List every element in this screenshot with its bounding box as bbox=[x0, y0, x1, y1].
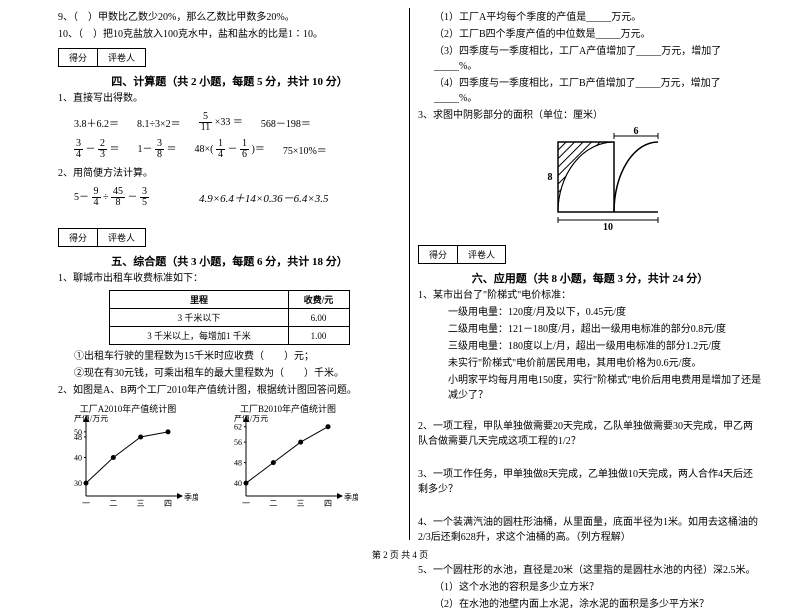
eq-1a: 3.8＋6.2＝ bbox=[74, 115, 119, 130]
sec5-q3: 3、求图中阴影部分的面积（单位：厘米） bbox=[418, 108, 762, 123]
q6-1: 1、某市出台了"阶梯式"电价标准： bbox=[418, 288, 762, 303]
right-column: （1）工厂A平均每个季度的产值是_____万元。 （2）工厂B四个季度产值的中位… bbox=[410, 8, 770, 540]
section-5-title: 五、综合题（共 3 小题，每题 6 分，共计 18 分） bbox=[58, 253, 401, 269]
score-box-5: 得分 评卷人 bbox=[58, 228, 146, 247]
svg-text:产值/万元: 产值/万元 bbox=[74, 415, 108, 423]
sec5-q2: 2、如图是A、B两个工厂2010年产值统计图，根据统计图回答问题。 bbox=[58, 383, 401, 398]
score-label: 得分 bbox=[59, 229, 98, 246]
score-box-6: 得分 评卷人 bbox=[418, 245, 506, 264]
taxi-r1b: 6.00 bbox=[288, 309, 349, 327]
chart-a-title: 工厂A2010年产值统计图 bbox=[58, 402, 198, 415]
svg-text:10: 10 bbox=[603, 222, 613, 233]
eq-3b: 4.9×6.4＋14×0.36－6.4×3.5 bbox=[199, 190, 329, 206]
left-column: 9、（ ）甲数比乙数少20%，那么乙数比甲数多20%。 10、（ ）把10克盐放… bbox=[50, 8, 410, 540]
eq-2a: 34 － 23 ＝ bbox=[74, 139, 120, 160]
taxi-h1: 里程 bbox=[110, 291, 288, 309]
sec4-q1: 1、直接写出得数。 bbox=[58, 91, 401, 106]
svg-text:二: 二 bbox=[269, 499, 277, 508]
r-q2-3: （3）四季度与一季度相比，工厂A产值增加了_____万元，增加了_____%。 bbox=[418, 44, 762, 74]
q6-5a: （1）这个水池的容积是多少立方米？ bbox=[418, 580, 762, 595]
eq-1b: 8.1÷3×2＝ bbox=[137, 115, 181, 130]
eq-3a: 5－ 94 ÷ 458 － 35 bbox=[74, 187, 149, 208]
calc-row-3: 5－ 94 ÷ 458 － 35 4.9×6.4＋14×0.36－6.4×3.5 bbox=[74, 187, 401, 208]
eq-2c: 48×( 14 － 16 )＝ bbox=[195, 139, 265, 160]
svg-text:48: 48 bbox=[234, 459, 242, 468]
taxi-q1: ①出租车行驶的里程数为15千米时应收费（ ）元； bbox=[58, 349, 401, 364]
q6-1e: 小明家平均每月用电150度，实行"阶梯式"电价后用电费用是增加了还是减少了？ bbox=[418, 373, 762, 403]
svg-text:6: 6 bbox=[634, 127, 639, 137]
grader-label: 评卷人 bbox=[98, 229, 145, 246]
calc-row-2: 34 － 23 ＝ 1－ 38 ＝ 48×( 14 － 16 )＝ 75×10%… bbox=[74, 139, 401, 160]
eq-1c: 511 ×33 ＝ bbox=[199, 112, 243, 133]
shade-figure: 6 8 10 bbox=[538, 127, 738, 237]
taxi-h2: 收费/元 bbox=[288, 291, 349, 309]
svg-text:三: 三 bbox=[297, 499, 305, 508]
taxi-r2b: 1.00 bbox=[288, 327, 349, 345]
svg-text:产值/万元: 产值/万元 bbox=[234, 415, 268, 423]
sec5-q1: 1、聊城市出租车收费标准如下： bbox=[58, 271, 401, 286]
svg-text:季度: 季度 bbox=[184, 492, 198, 502]
page-footer: 第 2 页 共 4 页 bbox=[0, 548, 800, 561]
eq-2d: 75×10%＝ bbox=[283, 142, 327, 157]
score-label: 得分 bbox=[419, 246, 458, 263]
svg-text:8: 8 bbox=[548, 172, 553, 183]
chart-b-svg: 40 48 56 62 一 二 三 四 产值/万元季度 bbox=[218, 415, 358, 510]
taxi-r1a: 3 千米以下 bbox=[110, 309, 288, 327]
q6-1c: 三级用电量：180度以上/月，超出一级用电标准的部分1.2元/度 bbox=[418, 339, 762, 354]
svg-text:四: 四 bbox=[324, 499, 332, 508]
svg-text:一: 一 bbox=[82, 499, 90, 508]
q6-5: 5、一个圆柱形的水池，直径是20米（这里指的是圆柱水池的内径）深2.5米。 bbox=[418, 563, 762, 578]
chart-b: 工厂B2010年产值统计图 40 48 56 62 一 二 三 四 产值/万元季度 bbox=[218, 402, 358, 510]
svg-text:40: 40 bbox=[74, 454, 82, 463]
svg-text:季度: 季度 bbox=[344, 492, 358, 502]
eq-2b: 1－ 38 ＝ bbox=[138, 139, 177, 160]
svg-text:30: 30 bbox=[74, 479, 82, 488]
taxi-r2a: 3 千米以上，每增加1 千米 bbox=[110, 327, 288, 345]
svg-text:二: 二 bbox=[109, 499, 117, 508]
chart-a-svg: 30404850一二三四产值/万元季度 bbox=[58, 415, 198, 510]
q6-4: 4、一个装满汽油的圆柱形油桶，从里面量，底面半径为1米。如用去这桶油的2/3后还… bbox=[418, 515, 762, 545]
q10: 10、（ ）把10克盐放入100克水中，盐和盐水的比是1∶10。 bbox=[58, 27, 401, 42]
grader-label: 评卷人 bbox=[98, 49, 145, 66]
q6-1d: 未实行"阶梯式"电价前居民用电，其用电价格为0.6元/度。 bbox=[418, 356, 762, 371]
chart-b-title: 工厂B2010年产值统计图 bbox=[218, 402, 358, 415]
taxi-table: 里程收费/元 3 千米以下6.00 3 千米以上，每增加1 千米1.00 bbox=[109, 290, 349, 345]
q9: 9、（ ）甲数比乙数少20%，那么乙数比甲数多20%。 bbox=[58, 10, 401, 25]
q6-3: 3、一项工作任务，甲单独做8天完成，乙单独做10天完成，两人合作4天后还剩多少？ bbox=[418, 467, 762, 497]
r-q2-4: （4）四季度与一季度相比，工厂B产值增加了_____万元，增加了_____%。 bbox=[418, 76, 762, 106]
section-6-title: 六、应用题（共 8 小题，每题 3 分，共计 24 分） bbox=[418, 270, 762, 286]
grader-label: 评卷人 bbox=[458, 246, 505, 263]
chart-a: 工厂A2010年产值统计图 30404850一二三四产值/万元季度 bbox=[58, 402, 198, 510]
taxi-q2: ②现在有30元钱，可乘出租车的最大里程数为（ ）千米。 bbox=[58, 366, 401, 381]
section-4-title: 四、计算题（共 2 小题，每题 5 分，共计 10 分） bbox=[58, 73, 401, 89]
q6-5b: （2）在水池的池壁内面上水泥，涂水泥的面积是多少平方米？ bbox=[418, 597, 762, 612]
q6-1a: 一级用电量：120度/月及以下，0.45元/度 bbox=[418, 305, 762, 320]
r-q2-2: （2）工厂B四个季度产值的中位数是_____万元。 bbox=[418, 27, 762, 42]
sec4-q2: 2、用简便方法计算。 bbox=[58, 166, 401, 181]
svg-text:40: 40 bbox=[234, 479, 242, 488]
svg-text:56: 56 bbox=[234, 438, 242, 447]
svg-text:一: 一 bbox=[242, 499, 250, 508]
svg-text:三: 三 bbox=[137, 499, 145, 508]
svg-text:四: 四 bbox=[164, 499, 172, 508]
chart-area: 工厂A2010年产值统计图 30 40 48 50 一 二 三 四 产值/万元季度 工厂B201… bbox=[58, 402, 401, 510]
score-box-4: 得分 评卷人 bbox=[58, 48, 146, 67]
q6-2: 2、一项工程，甲队单独做需要20天完成，乙队单独做需要30天完成，甲乙两队合做需… bbox=[418, 419, 762, 449]
eq-1d: 568－198＝ bbox=[261, 115, 311, 130]
svg-text:50: 50 bbox=[74, 428, 82, 437]
svg-text:62: 62 bbox=[234, 423, 242, 432]
r-q2-1: （1）工厂A平均每个季度的产值是_____万元。 bbox=[418, 10, 762, 25]
score-label: 得分 bbox=[59, 49, 98, 66]
q6-1b: 二级用电量：121－180度/月，超出一级用电标准的部分0.8元/度 bbox=[418, 322, 762, 337]
calc-row-1: 3.8＋6.2＝ 8.1÷3×2＝ 511 ×33 ＝ 568－198＝ bbox=[74, 112, 401, 133]
